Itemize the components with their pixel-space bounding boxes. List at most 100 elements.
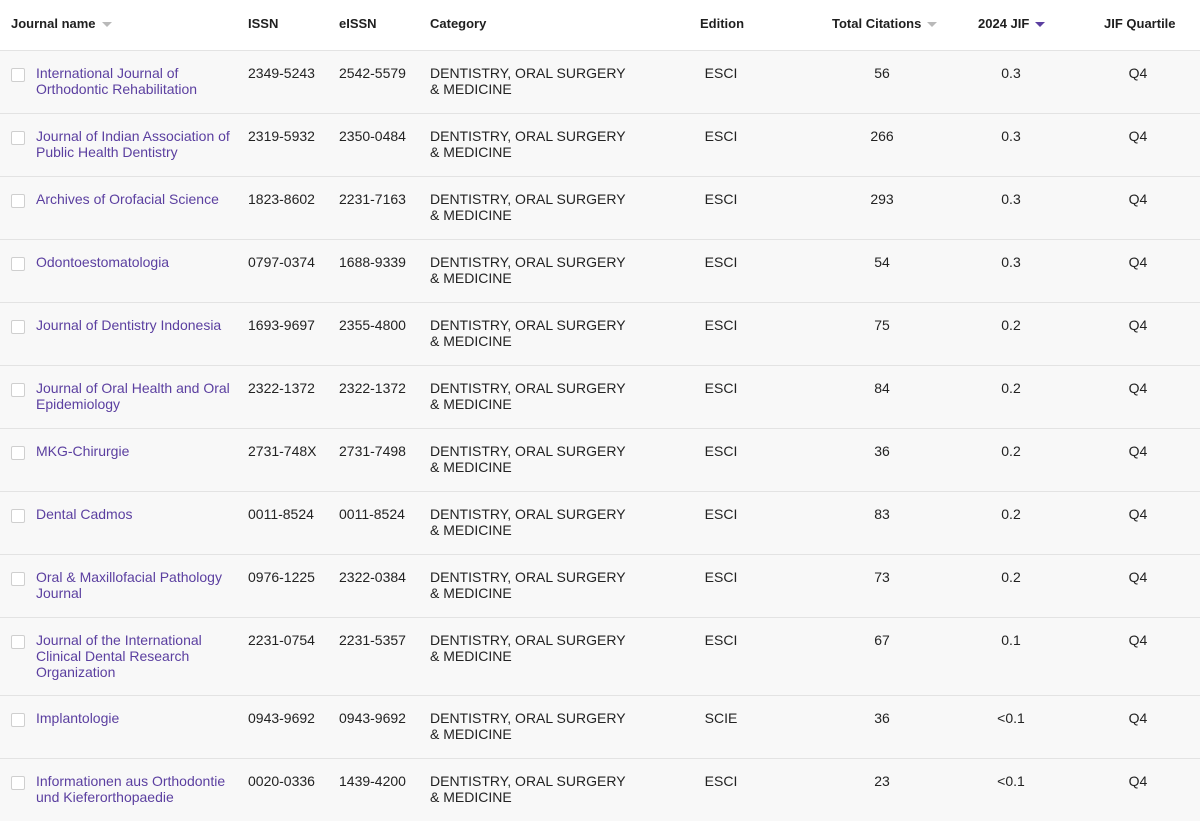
edition-value: ESCI: [704, 569, 738, 585]
table-row: Journal of the International Clinical De…: [0, 617, 1200, 695]
eissn-value: 2542-5579: [339, 65, 406, 81]
header-category: Category: [430, 16, 487, 31]
table-row: Journal of Dentistry Indonesia 1693-9697 2…: [0, 302, 1200, 365]
edition-value: ESCI: [704, 317, 738, 333]
journal-name-link[interactable]: Archives of Orofacial Science: [36, 191, 219, 207]
issn-value: 0976-1225: [248, 569, 315, 585]
row-checkbox[interactable]: [11, 257, 25, 271]
journal-name-link[interactable]: MKG-Chirurgie: [36, 443, 130, 459]
journal-name-link[interactable]: Journal of Oral Health and Oral Epidemio…: [36, 380, 230, 412]
header-journal-name[interactable]: Journal name: [11, 16, 112, 31]
eissn-value: 2231-7163: [339, 191, 406, 207]
edition-value: ESCI: [704, 380, 738, 396]
total-citations-value: 36: [874, 443, 890, 459]
category-value: DENTISTRY, ORAL SURGERY & MEDICINE: [430, 380, 626, 412]
sort-arrow-icon[interactable]: [101, 22, 112, 28]
jif-value: 0.3: [1001, 128, 1021, 144]
row-checkbox[interactable]: [11, 713, 25, 727]
issn-value: 2349-5243: [248, 65, 315, 81]
table-row: Oral & Maxillofacial Pathology Journal 09…: [0, 554, 1200, 617]
jif-value: 0.3: [1001, 65, 1021, 81]
jif-quartile-value: Q4: [1128, 317, 1148, 333]
jif-value: 0.3: [1001, 191, 1021, 207]
journal-name-link[interactable]: Journal of Indian Association of Public …: [36, 128, 230, 160]
row-checkbox[interactable]: [11, 320, 25, 334]
row-checkbox[interactable]: [11, 383, 25, 397]
journal-name-link[interactable]: Odontoestomatologia: [36, 254, 170, 270]
jif-quartile-value: Q4: [1128, 710, 1148, 726]
table-row: Journal of Indian Association of Public …: [0, 113, 1200, 176]
table-header: Journal name ISSN eISSN Category Edition…: [0, 0, 1200, 50]
category-value: DENTISTRY, ORAL SURGERY & MEDICINE: [430, 128, 626, 160]
eissn-value: 2231-5357: [339, 632, 406, 648]
header-jif[interactable]: 2024 JIF: [978, 16, 1046, 31]
jif-value: 0.3: [1001, 254, 1021, 270]
row-checkbox[interactable]: [11, 572, 25, 586]
sort-desc-active-icon[interactable]: [1035, 22, 1046, 28]
issn-value: 2731-748X: [248, 443, 317, 459]
header-quartile: JIF Quartile: [1104, 16, 1176, 31]
edition-value: ESCI: [704, 128, 738, 144]
header-jif-label: 2024 JIF: [978, 16, 1030, 31]
row-checkbox[interactable]: [11, 131, 25, 145]
jif-value: 0.2: [1001, 443, 1021, 459]
journal-name-link[interactable]: International Journal of Orthodontic Reh…: [36, 65, 198, 97]
eissn-value: 1439-4200: [339, 773, 406, 789]
issn-value: 0020-0336: [248, 773, 315, 789]
category-value: DENTISTRY, ORAL SURGERY & MEDICINE: [430, 632, 626, 664]
category-value: DENTISTRY, ORAL SURGERY & MEDICINE: [430, 569, 626, 601]
jif-value: <0.1: [997, 773, 1025, 789]
category-value: DENTISTRY, ORAL SURGERY & MEDICINE: [430, 191, 626, 223]
table-body: International Journal of Orthodontic Reh…: [0, 50, 1200, 821]
edition-value: SCIE: [704, 710, 738, 726]
header-eissn: eISSN: [339, 16, 377, 31]
row-checkbox[interactable]: [11, 776, 25, 790]
journal-name-link[interactable]: Journal of Dentistry Indonesia: [36, 317, 222, 333]
issn-value: 2322-1372: [248, 380, 315, 396]
journal-name-link[interactable]: Implantologie: [36, 710, 120, 726]
journal-name-link[interactable]: Informationen aus Orthodontie und Kiefer…: [36, 773, 226, 805]
row-checkbox[interactable]: [11, 68, 25, 82]
jif-value: 0.2: [1001, 317, 1021, 333]
header-journal-name-label: Journal name: [11, 16, 96, 31]
header-edition: Edition: [700, 16, 745, 31]
issn-value: 2319-5932: [248, 128, 315, 144]
row-checkbox[interactable]: [11, 635, 25, 649]
edition-value: ESCI: [704, 65, 738, 81]
row-checkbox[interactable]: [11, 446, 25, 460]
jif-quartile-value: Q4: [1128, 254, 1148, 270]
eissn-value: 1688-9339: [339, 254, 406, 270]
jif-quartile-value: Q4: [1128, 128, 1148, 144]
issn-value: 1823-8602: [248, 191, 315, 207]
table-row: Journal of Oral Health and Oral Epidemio…: [0, 365, 1200, 428]
eissn-value: 2322-0384: [339, 569, 406, 585]
edition-value: ESCI: [704, 506, 738, 522]
journal-name-link[interactable]: Journal of the International Clinical De…: [36, 632, 202, 680]
total-citations-value: 67: [874, 632, 890, 648]
header-total-citations[interactable]: Total Citations: [832, 16, 938, 31]
jif-quartile-value: Q4: [1128, 380, 1148, 396]
total-citations-value: 83: [874, 506, 890, 522]
issn-value: 0797-0374: [248, 254, 315, 270]
category-value: DENTISTRY, ORAL SURGERY & MEDICINE: [430, 506, 626, 538]
row-checkbox[interactable]: [11, 194, 25, 208]
journal-name-link[interactable]: Oral & Maxillofacial Pathology Journal: [36, 569, 222, 601]
issn-value: 2231-0754: [248, 632, 315, 648]
sort-arrow-icon[interactable]: [927, 22, 938, 28]
issn-value: 0943-9692: [248, 710, 315, 726]
total-citations-value: 293: [870, 191, 894, 207]
jif-quartile-value: Q4: [1128, 191, 1148, 207]
jif-value: 0.1: [1001, 632, 1021, 648]
jif-value: 0.2: [1001, 380, 1021, 396]
eissn-value: 0943-9692: [339, 710, 406, 726]
total-citations-value: 84: [874, 380, 890, 396]
header-total-citations-label: Total Citations: [832, 16, 922, 31]
edition-value: ESCI: [704, 254, 738, 270]
row-checkbox[interactable]: [11, 509, 25, 523]
category-value: DENTISTRY, ORAL SURGERY & MEDICINE: [430, 254, 626, 286]
category-value: DENTISTRY, ORAL SURGERY & MEDICINE: [430, 317, 626, 349]
edition-value: ESCI: [704, 632, 738, 648]
journal-name-link[interactable]: Dental Cadmos: [36, 506, 133, 522]
table-row: Dental Cadmos 0011-8524 0011-8524 DENTISTRY…: [0, 491, 1200, 554]
